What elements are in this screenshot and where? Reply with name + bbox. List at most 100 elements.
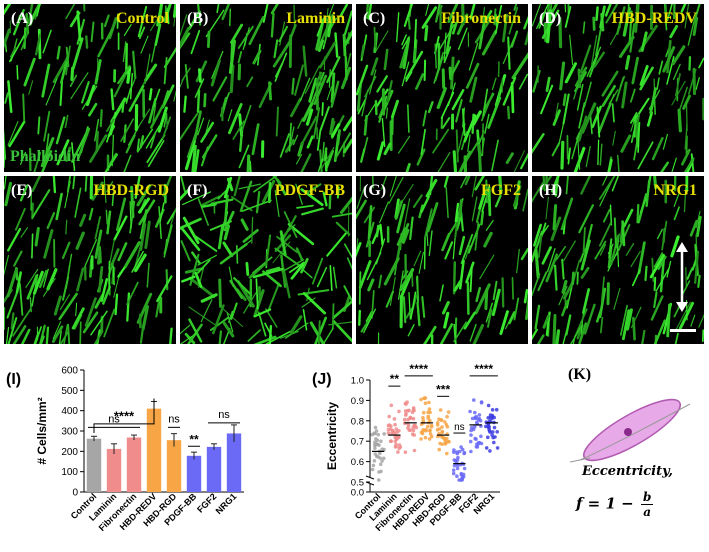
significance-label: **** xyxy=(409,362,428,376)
data-point xyxy=(468,409,472,414)
data-point xyxy=(370,467,375,472)
data-point xyxy=(373,446,377,451)
data-point xyxy=(372,431,376,436)
data-point xyxy=(451,471,456,476)
data-point xyxy=(427,407,432,411)
y-tick-label: 400 xyxy=(61,406,78,417)
data-point xyxy=(428,410,432,415)
y-tick-label: 0.6 xyxy=(351,457,364,468)
panel-letter: (A) xyxy=(11,10,34,27)
y-tick-label: 100 xyxy=(61,467,78,478)
panel-letter: (B) xyxy=(187,10,209,27)
significance-label: ns xyxy=(454,422,465,433)
cell-fibers xyxy=(4,176,176,344)
data-point xyxy=(393,445,398,449)
data-point xyxy=(469,428,473,433)
data-point xyxy=(419,437,423,441)
data-point xyxy=(371,463,376,468)
data-point xyxy=(407,408,411,413)
data-point xyxy=(375,438,380,442)
data-point xyxy=(469,449,473,454)
data-point xyxy=(479,434,483,439)
y-tick-label: 0.7 xyxy=(351,437,364,448)
data-point xyxy=(425,424,430,429)
y-tick-label: 300 xyxy=(61,427,78,438)
data-point xyxy=(382,456,386,461)
data-point xyxy=(484,446,489,450)
data-point xyxy=(376,455,380,459)
data-point xyxy=(486,435,490,440)
data-point xyxy=(411,416,416,421)
data-point xyxy=(478,418,483,423)
data-point xyxy=(445,425,450,429)
data-point xyxy=(495,446,500,450)
data-point xyxy=(394,427,399,431)
data-point xyxy=(382,432,386,436)
data-point xyxy=(377,478,381,482)
data-point xyxy=(437,447,441,452)
panel-condition-label: Control xyxy=(115,10,169,27)
micrograph-grid: (A) Control Phalloidin (B) Laminin (C) Fibrone… xyxy=(4,4,704,344)
data-point xyxy=(397,435,401,439)
y-tick-label: 0.8 xyxy=(351,416,364,427)
data-point xyxy=(455,463,460,468)
data-point xyxy=(445,414,449,419)
cell-fibers xyxy=(4,4,176,172)
data-point xyxy=(484,420,489,424)
data-point xyxy=(456,455,460,460)
bar xyxy=(226,433,242,492)
data-point xyxy=(457,478,461,482)
data-point xyxy=(412,448,417,453)
data-point xyxy=(455,474,459,478)
data-point xyxy=(479,400,484,405)
cell-nucleus xyxy=(624,428,632,436)
panel-condition-label: NRG1 xyxy=(653,182,697,199)
data-point xyxy=(472,398,476,402)
bar xyxy=(166,440,182,492)
data-point xyxy=(452,448,456,452)
data-point xyxy=(406,426,410,430)
data-point xyxy=(452,463,457,468)
data-point xyxy=(373,442,377,447)
data-point xyxy=(475,445,480,449)
panel-condition-label: HBD-REDV xyxy=(611,10,697,27)
data-point xyxy=(428,428,432,433)
significance-label: ns xyxy=(108,413,120,425)
data-point xyxy=(404,413,408,417)
data-point xyxy=(406,417,410,422)
data-point xyxy=(411,428,416,433)
data-point xyxy=(426,414,431,419)
data-point xyxy=(494,407,499,412)
micrograph-panel-hbd-redv: (D) HBD-REDV xyxy=(532,4,704,172)
data-point xyxy=(461,475,466,479)
data-point xyxy=(405,400,409,404)
cell-fibers xyxy=(532,4,704,172)
data-point xyxy=(372,459,377,463)
cell-process xyxy=(579,403,691,461)
panel-condition-label: HBD-RGD xyxy=(93,182,169,199)
bar xyxy=(86,438,102,492)
formula-numerator: b xyxy=(640,490,654,505)
data-point xyxy=(440,430,444,435)
y-tick-label: 1.0 xyxy=(351,376,364,387)
data-point xyxy=(419,430,424,435)
data-point xyxy=(492,425,497,430)
cell-fibers xyxy=(180,176,352,344)
panel-j-scatter-chart: (J)0.00.50.60.70.80.91.0EccentricityCont… xyxy=(312,362,500,533)
data-point xyxy=(491,430,495,434)
data-point xyxy=(388,439,393,443)
panel-condition-label: FGF2 xyxy=(481,182,521,199)
micrograph-panel-fibronectin: (C) Fibronectin xyxy=(356,4,528,172)
data-point xyxy=(446,410,451,414)
cell-body xyxy=(583,398,681,462)
data-point xyxy=(438,408,443,412)
data-point xyxy=(474,437,478,441)
y-tick-label: 0.0 xyxy=(351,488,364,499)
data-point xyxy=(428,432,433,436)
data-point xyxy=(452,458,457,462)
data-point xyxy=(470,416,475,421)
panel-letter: (E) xyxy=(11,182,33,199)
significance-label: ns xyxy=(218,409,230,421)
data-point xyxy=(435,423,440,427)
y-axis-label: Eccentricity xyxy=(325,402,339,470)
